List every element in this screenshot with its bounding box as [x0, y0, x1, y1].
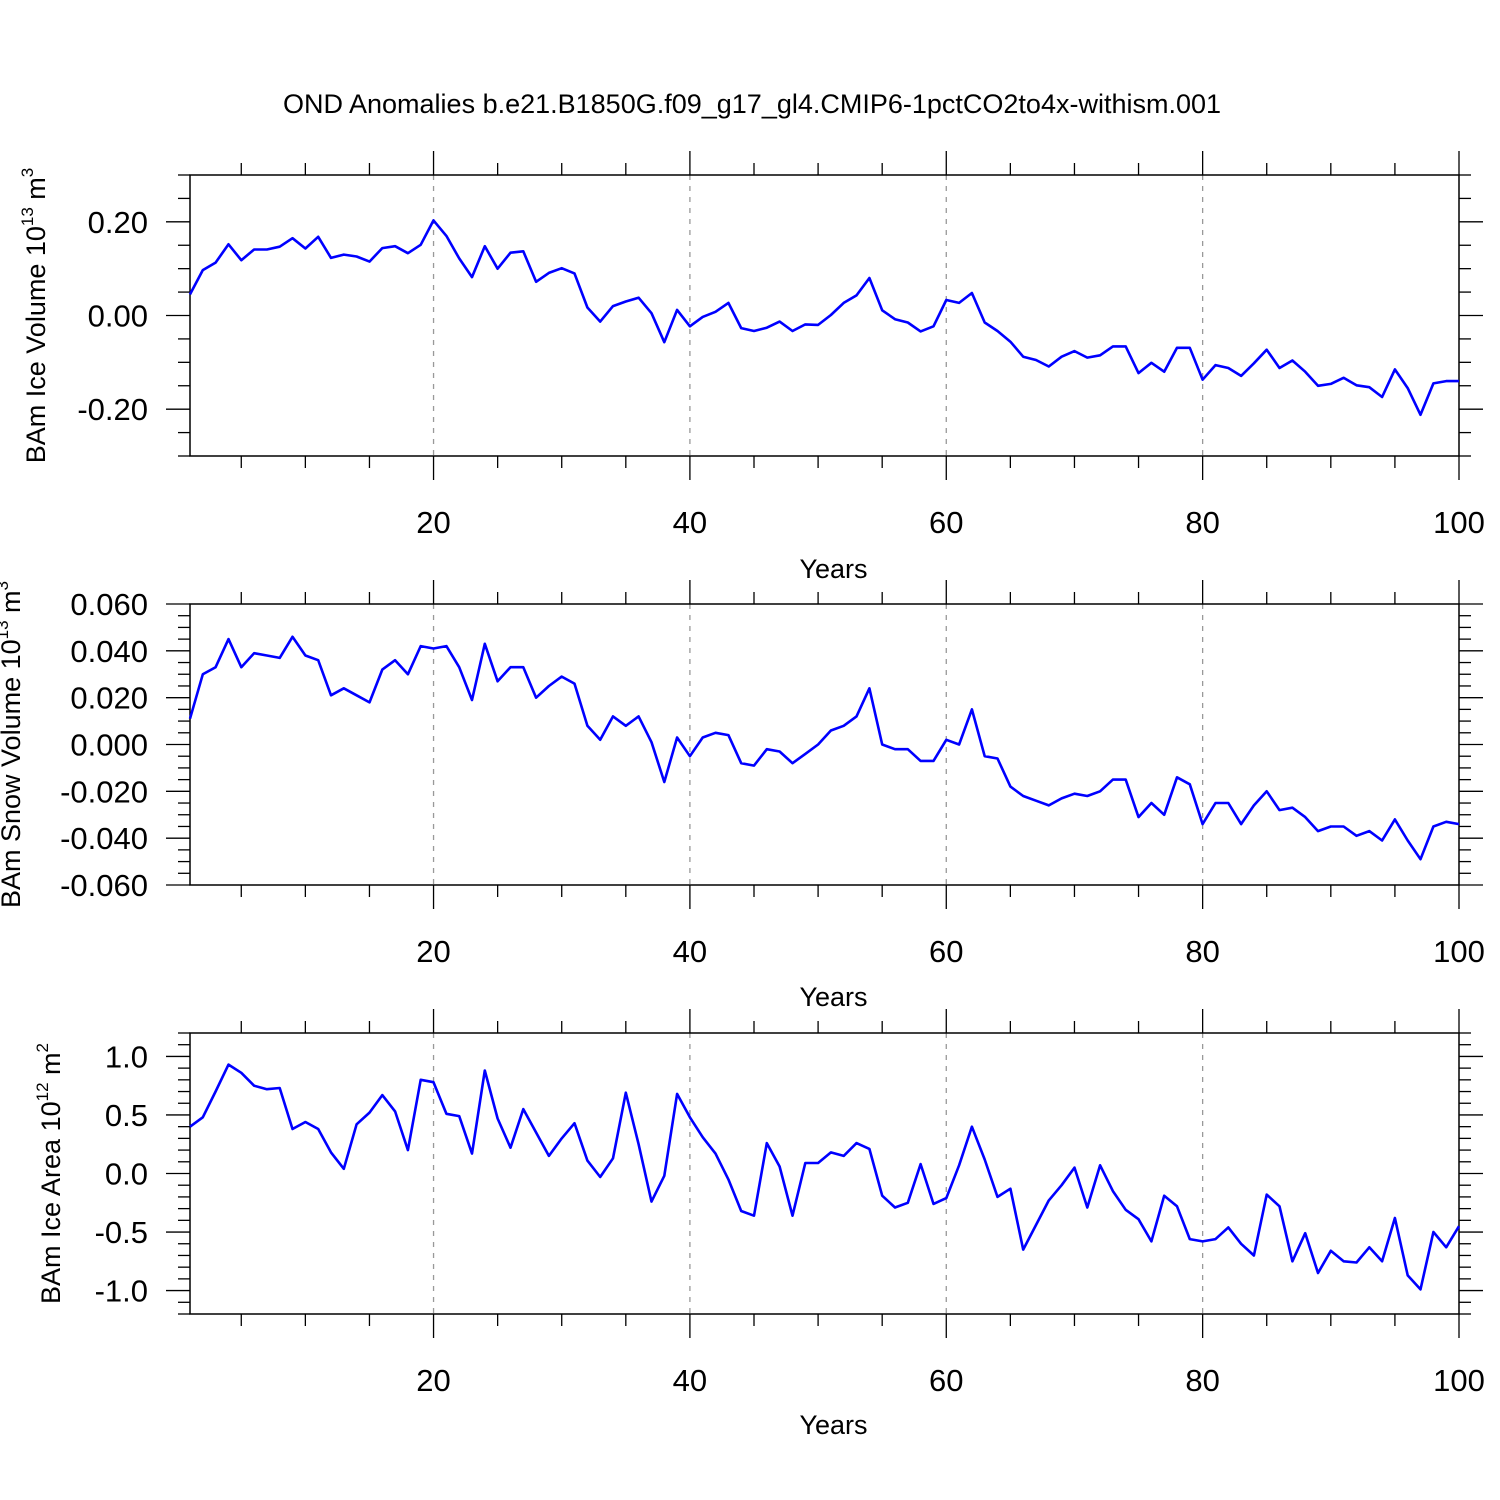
y-tick-label-2: 0.0	[105, 1157, 148, 1192]
y-tick-label-3: 0.000	[70, 728, 148, 763]
x-tick-label-40: 40	[673, 1363, 707, 1398]
x-tick-label-80: 80	[1185, 934, 1219, 969]
x-tick-label-60: 60	[929, 505, 963, 540]
y-tick-label-4: 1.0	[105, 1039, 148, 1074]
x-tick-label-60: 60	[929, 1363, 963, 1398]
y-tick-label-1: 0.00	[88, 299, 148, 334]
y-tick-label-0: -0.20	[77, 392, 148, 427]
x-tick-label-80: 80	[1185, 1363, 1219, 1398]
series-line-3	[189, 1063, 1461, 1291]
x-tick-label-20: 20	[416, 505, 450, 540]
plot-frame	[189, 174, 1460, 457]
x-tick-label-20: 20	[416, 1363, 450, 1398]
panel-2: 20 40 60 80 100 -0.060 -0.040 -0.020 0.000 0.020 0…	[0, 580, 1485, 1012]
series-line-2	[188, 635, 1460, 861]
x-tick-label-80: 80	[1185, 505, 1219, 540]
x-tick-label-100: 100	[1433, 505, 1485, 540]
plot-frame	[189, 603, 1460, 886]
x-tick-label-100: 100	[1433, 1363, 1485, 1398]
x-tick-label-40: 40	[673, 934, 707, 969]
y-tick-label-3: 0.5	[105, 1098, 148, 1133]
plot-frame	[189, 1032, 1460, 1315]
panel-3: 20 40 60 80 100 -1.0 -0.5 0.0 0.5 1.0 Years BAm Ice…	[33, 1009, 1485, 1440]
y-axis-label: BAm Snow Volume 1013 m3	[0, 581, 26, 908]
y-tick-label-6: 0.060	[70, 587, 148, 622]
y-tick-label-5: 0.040	[70, 634, 148, 669]
y-tick-label-4: 0.020	[70, 681, 148, 716]
x-tick-label-100: 100	[1433, 934, 1485, 969]
y-axis-label: BAm Ice Area 1012 m2	[33, 1043, 66, 1304]
y-tick-label-1: -0.5	[95, 1215, 148, 1250]
x-tick-label-40: 40	[673, 505, 707, 540]
x-axis-label: Years	[799, 1410, 867, 1440]
x-tick-label-60: 60	[929, 934, 963, 969]
x-axis-label: Years	[799, 982, 867, 1012]
y-tick-label-1: -0.040	[60, 821, 148, 856]
series-line-1	[188, 219, 1459, 417]
y-tick-label-0: -0.060	[60, 868, 148, 903]
x-axis-label: Years	[799, 554, 867, 584]
y-tick-label-0: -1.0	[95, 1274, 148, 1309]
y-tick-label-2: 0.20	[88, 205, 148, 240]
panel-1: 20 40 60 80 100 -0.20 0.00 0.20 Years BAm Ice Vol…	[18, 151, 1485, 584]
figure-title: OND Anomalies b.e21.B1850G.f09_g17_gl4.C…	[283, 89, 1221, 119]
y-axis-label: BAm Ice Volume 1013 m3	[18, 168, 51, 464]
x-tick-label-20: 20	[416, 934, 450, 969]
y-tick-label-2: -0.020	[60, 774, 148, 809]
